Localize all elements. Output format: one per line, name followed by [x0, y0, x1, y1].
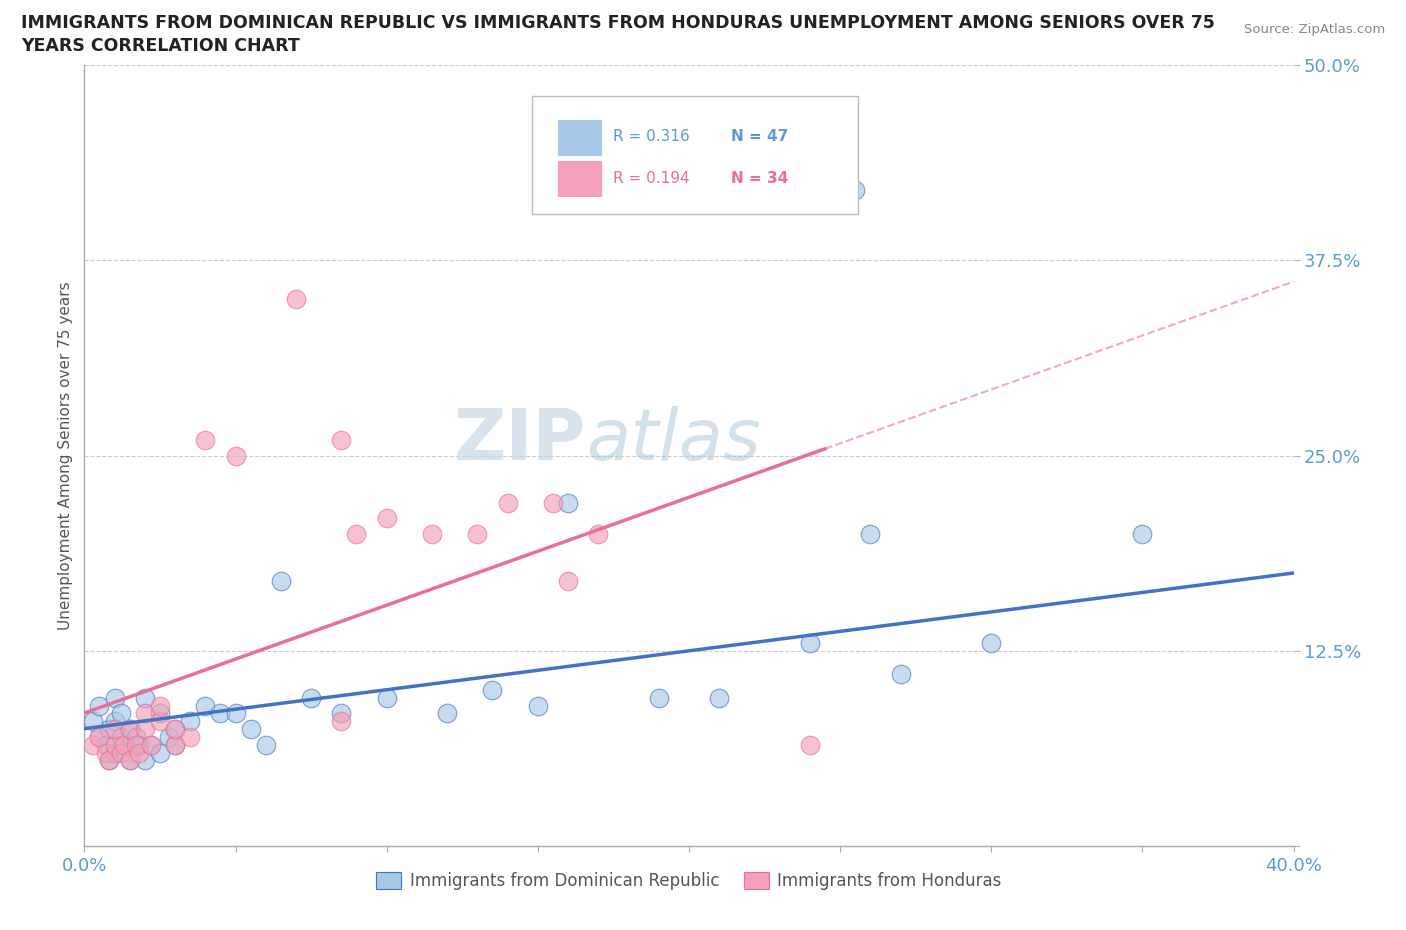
Point — [254, 737, 277, 752]
Point — [225, 448, 247, 463]
Point — [110, 706, 132, 721]
Point — [557, 495, 579, 510]
Point — [134, 753, 156, 768]
Point — [149, 698, 172, 713]
Point — [799, 737, 821, 752]
Point — [82, 714, 104, 729]
Point — [94, 745, 117, 760]
Point — [128, 745, 150, 760]
Point — [799, 636, 821, 651]
Point — [709, 690, 731, 705]
Y-axis label: Unemployment Among Seniors over 75 years: Unemployment Among Seniors over 75 years — [58, 282, 73, 630]
Point — [890, 667, 912, 682]
Point — [104, 737, 127, 752]
Point — [165, 737, 187, 752]
Point — [165, 722, 187, 737]
Point — [149, 745, 172, 760]
Point — [330, 706, 353, 721]
Point — [104, 722, 127, 737]
Point — [125, 729, 148, 744]
Point — [330, 714, 353, 729]
Point — [330, 432, 353, 447]
Point — [89, 729, 111, 744]
Point — [110, 729, 132, 744]
Text: N = 47: N = 47 — [731, 129, 789, 144]
Point — [89, 698, 111, 713]
Point — [104, 745, 127, 760]
Text: Source: ZipAtlas.com: Source: ZipAtlas.com — [1244, 23, 1385, 36]
Point — [844, 182, 866, 197]
Point — [859, 526, 882, 541]
Point — [118, 753, 141, 768]
Point — [134, 690, 156, 705]
Point — [527, 698, 550, 713]
Point — [139, 737, 162, 752]
Point — [194, 432, 217, 447]
Point — [980, 636, 1002, 651]
Point — [118, 753, 141, 768]
Point — [299, 690, 322, 705]
Point — [270, 573, 292, 588]
Text: YEARS CORRELATION CHART: YEARS CORRELATION CHART — [21, 37, 299, 55]
Text: IMMIGRANTS FROM DOMINICAN REPUBLIC VS IMMIGRANTS FROM HONDURAS UNEMPLOYMENT AMON: IMMIGRANTS FROM DOMINICAN REPUBLIC VS IM… — [21, 14, 1215, 32]
Point — [375, 690, 398, 705]
Point — [139, 737, 162, 752]
Point — [118, 722, 141, 737]
Point — [588, 526, 610, 541]
Point — [194, 698, 217, 713]
Point — [82, 737, 104, 752]
Point — [165, 722, 187, 737]
Point — [496, 495, 519, 510]
Point — [128, 737, 150, 752]
Point — [104, 690, 127, 705]
Point — [149, 714, 172, 729]
Text: R = 0.194: R = 0.194 — [613, 171, 689, 186]
Point — [346, 526, 368, 541]
Point — [104, 714, 127, 729]
Point — [375, 511, 398, 525]
Point — [112, 737, 135, 752]
Point — [239, 722, 262, 737]
Point — [285, 292, 308, 307]
Point — [165, 737, 187, 752]
Text: ZIP: ZIP — [454, 405, 586, 474]
Bar — [558, 161, 600, 196]
Point — [436, 706, 458, 721]
Point — [97, 722, 120, 737]
Point — [467, 526, 489, 541]
Point — [118, 722, 141, 737]
Point — [481, 683, 503, 698]
Text: R = 0.316: R = 0.316 — [613, 129, 689, 144]
Point — [541, 495, 564, 510]
Point — [557, 573, 579, 588]
Point — [118, 737, 141, 752]
Point — [97, 753, 120, 768]
Point — [125, 737, 148, 752]
Point — [209, 706, 232, 721]
Point — [179, 714, 201, 729]
Legend: Immigrants from Dominican Republic, Immigrants from Honduras: Immigrants from Dominican Republic, Immi… — [370, 865, 1008, 897]
Point — [97, 753, 120, 768]
Point — [648, 690, 671, 705]
Point — [149, 706, 172, 721]
Point — [134, 706, 156, 721]
Point — [134, 722, 156, 737]
Text: atlas: atlas — [586, 405, 761, 474]
Point — [94, 737, 117, 752]
FancyBboxPatch shape — [531, 97, 858, 214]
Point — [157, 729, 180, 744]
Point — [1130, 526, 1153, 541]
Point — [225, 706, 247, 721]
Bar — [558, 120, 600, 155]
Point — [89, 729, 111, 744]
Point — [179, 729, 201, 744]
Point — [420, 526, 443, 541]
Text: N = 34: N = 34 — [731, 171, 789, 186]
Point — [110, 745, 132, 760]
